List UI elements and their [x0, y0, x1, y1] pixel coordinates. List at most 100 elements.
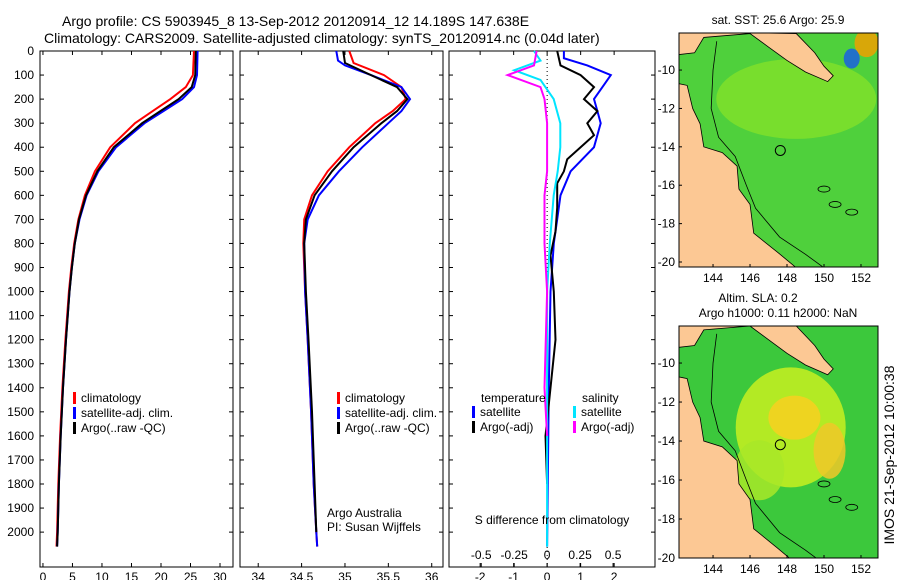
field-blob: [716, 58, 877, 139]
argo-location-marker: [774, 144, 786, 156]
map-sla_map: 144 146 148 150 152 -10 -12 -14 -16 -18 -20 Altim. …: [658, 291, 879, 576]
title-line-1: Argo profile: CS 5903945_8 13-Sep-2012 2…: [62, 13, 530, 29]
reef-outline: [817, 185, 831, 193]
reef-outline: [817, 480, 831, 488]
legend-swatch: [472, 421, 475, 433]
x-tick-label: 35: [338, 570, 352, 580]
x-tick-label: 35.5: [377, 570, 401, 580]
map-title: sat. SST: 25.6 Argo: 25.9: [712, 13, 845, 27]
legend-label: climatology: [345, 391, 405, 405]
legend-swatch: [573, 406, 576, 418]
legend-swatch: [472, 406, 475, 418]
x2-tick-label: 0.5: [605, 548, 622, 562]
panel-temperature: 0100200300400500600700800900100011001200…: [7, 44, 234, 580]
legend-swatch: [337, 392, 340, 404]
legend-swatch: [573, 421, 576, 433]
legend-label: satellite: [581, 405, 622, 419]
x-tick-label: 148: [777, 271, 797, 285]
y-tick-label: -16: [658, 178, 676, 192]
series-line-argo-raw-qc-: [56, 50, 197, 547]
reef-outline: [845, 208, 859, 216]
y-tick-label: -18: [658, 512, 676, 526]
x-tick-label: 30: [213, 570, 227, 580]
y-tick-label: 500: [14, 164, 34, 178]
legend-swatch: [73, 392, 76, 404]
x-tick-label: 146: [740, 562, 760, 576]
legend-swatch: [73, 422, 76, 434]
x-tick-label: 152: [851, 562, 871, 576]
land-png: [679, 326, 834, 376]
legend-swatch: [73, 407, 76, 419]
map-field: [679, 33, 878, 267]
x-tick-label: 34: [252, 570, 266, 580]
y-tick-label: -10: [658, 63, 676, 77]
reef-outline: [828, 201, 842, 208]
y-tick-label: -18: [658, 217, 676, 231]
x-tick-label: 150: [814, 271, 834, 285]
isobath-line: [710, 333, 817, 558]
legend-label: satellite: [480, 405, 521, 419]
y-tick-label: 100: [14, 68, 34, 82]
y-tick-label: 600: [14, 188, 34, 202]
y-tick-label: 1700: [7, 453, 34, 467]
x2-tick-label: -0.25: [500, 548, 528, 562]
y-tick-label: 800: [14, 236, 34, 250]
isobath-line: [710, 41, 824, 267]
map-subtitle: Argo h1000: 0.11 h2000: NaN: [699, 306, 858, 320]
map-field: [679, 326, 878, 558]
y-tick-label: 300: [14, 116, 34, 130]
legend-label: satellite-adj. clim.: [81, 406, 173, 420]
legend-label: Argo(-adj): [480, 420, 533, 434]
y-tick-label: 900: [14, 261, 34, 275]
y-tick-label: -12: [658, 395, 676, 409]
legend-label: Argo(..raw -QC): [345, 421, 430, 435]
axes-box: [39, 50, 234, 568]
series-line-argo-raw-qc-: [303, 50, 409, 533]
y-tick-label: 2000: [7, 525, 34, 539]
map-sst_map: 144 146 148 150 152 -10 -12 -14 -16 -18 -20 sat. SS…: [658, 13, 879, 285]
panel-difference: -2-1012T difference from climatology-0.5…: [448, 50, 656, 580]
x-tick-label: 144: [703, 271, 723, 285]
y-tick-label: -20: [658, 551, 676, 565]
x-tick-label: 144: [703, 562, 723, 576]
y-tick-label: -16: [658, 473, 676, 487]
x2-tick-label: -0.5: [471, 548, 492, 562]
x-tick-label: 25: [184, 570, 198, 580]
x-tick-label: 10: [95, 570, 109, 580]
timestamp: IMOS 21-Sep-2012 10:00:38: [881, 365, 897, 545]
y-tick-label: -20: [658, 255, 676, 269]
annotation-line: PI: Susan Wijffels: [327, 520, 421, 534]
x-tick-label: 20: [154, 570, 168, 580]
x-tick-label: -1: [508, 570, 519, 580]
y-tick-label: 1400: [7, 381, 34, 395]
y-tick-label: 1100: [8, 309, 34, 323]
y-tick-label: 1600: [7, 429, 34, 443]
x-tick-label: -2: [475, 570, 486, 580]
field-blob: [843, 48, 860, 69]
axes-box: [448, 50, 656, 568]
x-tick-label: 15: [125, 570, 139, 580]
y-tick-label: 1200: [7, 333, 34, 347]
field-blob: [854, 33, 878, 58]
y-tick-label: 1900: [7, 501, 34, 515]
y-tick-label: -12: [658, 101, 676, 115]
argo-location-marker: [774, 439, 786, 451]
series-line-s-argo-adj-: [504, 50, 549, 436]
x-tick-label: 152: [851, 271, 871, 285]
field-blob: [734, 440, 785, 501]
x-tick-label: 148: [777, 562, 797, 576]
x-tick-label: 34.5: [290, 570, 314, 580]
legend-label: climatology: [81, 391, 141, 405]
y-tick-label: 700: [14, 212, 34, 226]
legend-title: temperature: [481, 391, 546, 405]
y-tick-label: -14: [658, 140, 676, 154]
map-box: [678, 325, 879, 559]
x2-axis-label: S difference from climatology: [475, 513, 630, 527]
x-tick-label: 1: [577, 570, 584, 580]
legend-swatch: [337, 407, 340, 419]
y-tick-label: 1500: [7, 405, 34, 419]
y-tick-label: 0: [27, 44, 34, 58]
map-box: [678, 32, 879, 268]
